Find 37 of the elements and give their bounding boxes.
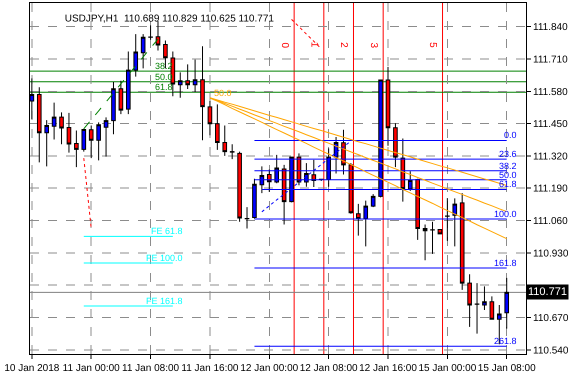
- annotation: FE 100.0: [146, 253, 183, 263]
- y-tick-label: 111.190: [533, 184, 568, 195]
- y-tick-label: 111.710: [533, 54, 568, 66]
- x-tick-label: 15 Jan 08:00: [478, 363, 536, 374]
- annotation: 61.8: [499, 179, 517, 189]
- text: USDJPY,H1 110.689 110.829 110.625 110.771: [64, 13, 274, 24]
- annotation: 38.2: [499, 161, 517, 171]
- annotation: 1: [308, 42, 320, 48]
- annotation: 100.0: [494, 209, 517, 219]
- annotation: 0.0: [504, 130, 517, 140]
- y-tick-label: 111.060: [533, 216, 568, 228]
- annotation: 2: [338, 42, 350, 48]
- x-tick-label: 12 Jan 08:00: [300, 363, 358, 374]
- x-tick-label: 11 Jan 08:00: [122, 363, 180, 374]
- x-tick-label: 12 Jan 16:00: [359, 363, 418, 374]
- ref-line-label: 110.771: [528, 286, 567, 298]
- y-tick-label: 110.930: [533, 248, 569, 260]
- x-tick-label: 11 Jan 00:00: [62, 363, 120, 374]
- y-tick-label: 111.450: [533, 119, 568, 130]
- x-tick-label: 11 Jan 16:00: [181, 363, 239, 374]
- y-tick-label: 111.320: [533, 151, 568, 162]
- annotation: 3: [368, 42, 379, 48]
- y-tick-label: 111.840: [533, 22, 568, 34]
- y-tick-label: 110.670: [533, 312, 569, 324]
- annotation: 161.8: [494, 258, 517, 268]
- annotation: 5: [427, 42, 438, 48]
- y-tick-label: 110.540: [533, 345, 569, 356]
- annotation: 23.6: [499, 149, 517, 159]
- annotation: FE 161.8: [146, 296, 183, 306]
- annotation: FE 61.8: [151, 226, 183, 236]
- x-tick-label: 15 Jan 00:00: [418, 363, 477, 374]
- annotation: 0: [278, 42, 290, 48]
- y-tick-label: 111.580: [533, 86, 568, 98]
- annotation: 61.8: [155, 82, 173, 92]
- x-tick-label: 10 Jan 2018: [4, 363, 60, 374]
- x-tick-label: 12 Jan 00:00: [240, 363, 299, 374]
- annotation: 50.0: [499, 170, 517, 180]
